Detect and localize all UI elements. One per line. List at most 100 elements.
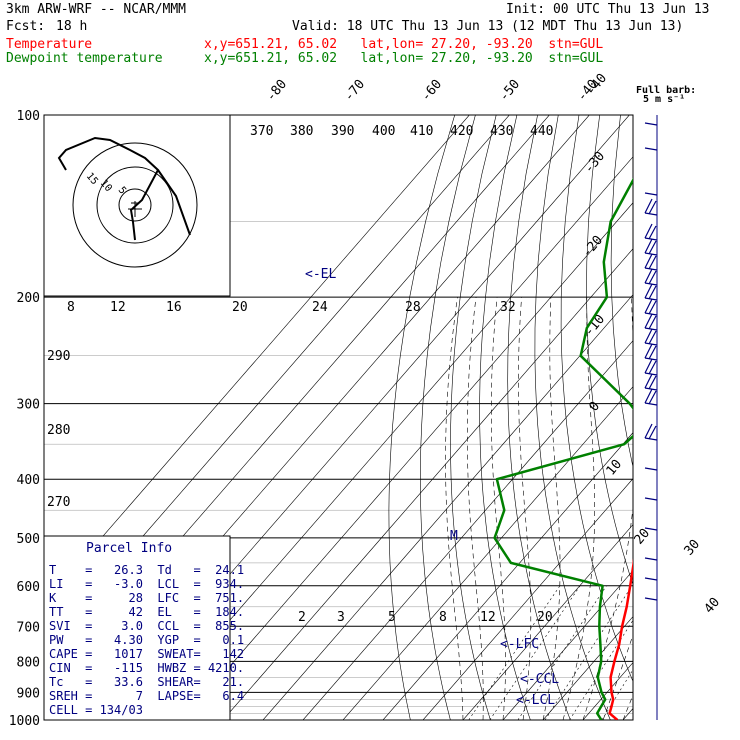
isotherm-label-40: 40 (702, 595, 724, 617)
wind-barb-flag (648, 240, 657, 255)
hodograph-ring (96, 166, 174, 244)
isotherm (663, 115, 740, 720)
moist-adiabat (542, 297, 561, 720)
wind-barb-staff (644, 577, 658, 581)
wind-barb-flag (644, 198, 653, 214)
mixing-ratio-line (544, 585, 633, 720)
theta-e-label-390: 390 (331, 124, 354, 139)
wind-barb-staff (644, 342, 658, 346)
mixing-ratio-line (517, 585, 607, 720)
moist-adiabat (445, 297, 464, 720)
wind-barb-flag (648, 330, 657, 345)
wind-barb (644, 147, 658, 151)
wind-barb (644, 122, 658, 126)
mixing-ratio-bottom-label-5: 5 (388, 610, 396, 625)
pressure-label-1000: 1000 (9, 714, 40, 729)
hodograph-ring (72, 142, 198, 268)
wind-barb-flag (648, 375, 657, 390)
pressure-label-800: 800 (17, 655, 40, 670)
mixing-ratio-line (468, 585, 561, 720)
wind-barb-flag (644, 328, 653, 344)
wind-barb (644, 298, 658, 316)
wind-barb-staff (644, 527, 658, 531)
wind-barb-staff (644, 597, 658, 601)
isotherm (342, 386, 633, 720)
wind-barb-staff (644, 192, 658, 196)
isotherm-label-0: 0 (587, 399, 604, 415)
parcel-row-k: K = 28 LFC = 751. (49, 591, 244, 605)
wind-barb-flag (648, 315, 657, 330)
isotherm (542, 616, 633, 720)
theta-side-label-280: 280 (47, 423, 70, 438)
isotherm-label--20: -20 (580, 233, 607, 261)
wind-barb-staff (644, 387, 658, 391)
isotherm (44, 115, 470, 605)
wind-barb-staff (644, 267, 658, 271)
hodograph-ring (118, 188, 152, 222)
wind-barb (644, 497, 658, 501)
wind-barb-flag (644, 388, 653, 404)
dry-adiabat (635, 115, 740, 720)
theta-e-label-420: 420 (450, 124, 473, 139)
isotherm-label-30: 30 (682, 537, 704, 559)
mixing-ratio-bottom-label-2: 2 (298, 610, 306, 625)
hodograph-trace (57, 136, 191, 241)
wind-barb-staff (644, 147, 658, 151)
theta-side-label-290: 290 (47, 349, 70, 364)
dry-adiabat (507, 115, 571, 720)
parcel-row-cell: CELL = 134/03 (49, 703, 143, 717)
dry-adiabat (479, 115, 531, 720)
wind-barb (644, 223, 658, 241)
wind-barb-staff (644, 557, 658, 561)
forecast-hour: 18 h (56, 19, 88, 34)
isotherm (142, 156, 633, 720)
moist-adiabat (663, 297, 740, 720)
parcel-row-pw: PW = 4.30 YGP = 0.1 (49, 633, 244, 647)
pressure-label-400: 400 (17, 473, 40, 488)
wind-barb-flag (644, 423, 653, 439)
wind-barb-flag (644, 343, 653, 359)
moist-adiabat (582, 297, 633, 720)
parcel-row-cape: CAPE = 1017 SWEAT= 142 (49, 647, 244, 661)
mixing-ratio-bottom-label-8: 8 (439, 610, 447, 625)
wind-barb-staff (644, 122, 658, 126)
mixing-ratio-top-label-8: 8 (67, 300, 75, 315)
dry-adiabat (658, 115, 740, 720)
dry-adiabat (560, 115, 633, 683)
pressure-label-500: 500 (17, 532, 40, 547)
wind-barb-staff (644, 327, 658, 331)
wind-barb-staff (644, 402, 658, 406)
wind-barb-flag (644, 358, 653, 374)
wind-barb-flag (648, 345, 657, 360)
pressure-label-900: 900 (17, 686, 40, 701)
moist-adiabat (491, 297, 506, 720)
moist-adiabat (467, 297, 484, 720)
parcel-row-tt: TT = 42 EL = 184. (49, 605, 244, 619)
pressure-label-600: 600 (17, 580, 40, 595)
pressure-label-100: 100 (17, 109, 40, 124)
isotherm (622, 708, 633, 720)
mixing-ratio-top-label-32: 32 (500, 300, 516, 315)
dry-adiabat (724, 115, 740, 720)
isotherm (262, 294, 633, 720)
theta-e-label-380: 380 (290, 124, 313, 139)
upper-isotherm-label--70: -70 (342, 77, 369, 105)
dry-adiabat (586, 115, 633, 586)
init-time: Init: 00 UTC Thu 13 Jun 13 (506, 2, 710, 17)
wind-barb-staff (644, 297, 658, 301)
moist-adiabat (602, 633, 633, 720)
isotherm (302, 340, 633, 720)
theta-e-label-440: 440 (530, 124, 553, 139)
mixing-ratio-line (601, 669, 633, 720)
dewpoint-curve (493, 177, 633, 720)
dewpoint-location: x,y=651.21, 65.02 lat,lon= 27.20, -93.20… (204, 51, 604, 66)
moist-adiabat (643, 297, 740, 720)
wind-barb-flag (648, 360, 657, 375)
wind-barb-flag (644, 268, 653, 284)
annotation-lcl: <-LCL (516, 693, 555, 708)
wind-barb-flag (648, 425, 657, 440)
wind-barb-staff (644, 312, 658, 316)
wind-barb-flag (648, 255, 657, 270)
dry-adiabat (681, 115, 740, 720)
